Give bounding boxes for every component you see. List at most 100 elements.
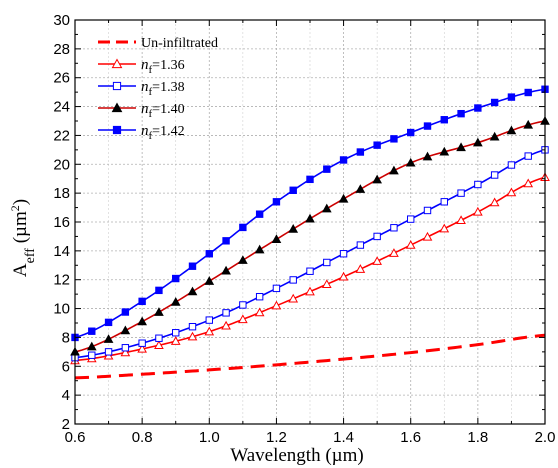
legend-subscript: f (149, 130, 153, 142)
data-point (389, 248, 399, 257)
y-tick-label: 20 (53, 156, 70, 173)
data-point (187, 286, 198, 296)
y-tick-label: 12 (53, 272, 70, 289)
y-tick-label: 8 (62, 329, 70, 346)
y-tick-label: 10 (53, 301, 70, 318)
legend-value: =1.38 (152, 80, 184, 95)
legend-symbol: n (141, 57, 149, 73)
y-axis-title-sub: eff (23, 248, 38, 264)
data-point (137, 316, 147, 326)
data-point (155, 286, 163, 295)
legend-value: =1.36 (152, 58, 184, 73)
data-point (506, 125, 517, 135)
data-point (373, 232, 381, 241)
data-point (507, 93, 516, 101)
data-point (456, 215, 466, 225)
data-point (305, 286, 315, 296)
data-point (523, 178, 534, 188)
data-point (405, 240, 416, 249)
x-tick-label: 1.0 (199, 429, 220, 446)
data-point (289, 276, 297, 284)
data-point (204, 326, 215, 336)
data-point (222, 237, 230, 245)
legend-marker (112, 125, 122, 135)
data-point (88, 327, 96, 335)
data-point (188, 322, 197, 331)
data-point (338, 193, 349, 203)
y-tick-label: 24 (53, 99, 70, 116)
data-point (338, 271, 349, 281)
y-tick-label: 16 (53, 214, 70, 231)
legend-subscript: f (149, 108, 153, 120)
data-point (255, 293, 264, 301)
x-tick-label: 1.4 (333, 429, 354, 446)
data-point (339, 250, 348, 258)
data-point (271, 300, 282, 310)
legend-label: nf=1.38 (141, 79, 185, 98)
data-point (238, 255, 248, 264)
data-point (372, 174, 382, 184)
y-tick-label: 30 (53, 12, 70, 29)
data-point (88, 351, 96, 359)
data-point (407, 128, 415, 137)
y-axis-title: Aeff (µm2) (8, 199, 38, 277)
legend-label: nf=1.42 (141, 123, 185, 142)
data-point (121, 308, 130, 316)
data-point (422, 231, 433, 241)
data-point (205, 250, 213, 258)
data-point (306, 175, 314, 184)
data-point (289, 186, 297, 194)
series-0 (74, 333, 546, 380)
y-tick-label: 4 (62, 387, 70, 404)
data-point (254, 244, 265, 254)
data-point (423, 122, 432, 130)
data-point (239, 223, 247, 232)
legend-label: nf=1.36 (141, 57, 185, 76)
data-point (390, 224, 398, 232)
legend-label: nf=1.40 (141, 101, 185, 120)
data-point (423, 206, 432, 215)
legend-item-2: nf=1.38 (98, 79, 185, 98)
legend-value: =1.40 (152, 102, 184, 117)
x-axis-title: Wavelength (µm) (230, 445, 363, 466)
data-point (255, 210, 264, 218)
legend-symbol: n (141, 123, 149, 139)
data-point (104, 348, 113, 356)
x-tick-label: 0.8 (132, 429, 153, 446)
data-point (372, 256, 382, 265)
data-point (138, 339, 146, 347)
y-tick-label: 22 (53, 127, 70, 144)
data-point (188, 262, 197, 270)
data-point (205, 316, 213, 324)
legend-item-4: nf=1.42 (98, 123, 185, 142)
data-point (103, 334, 114, 343)
y-tick-label: 14 (53, 243, 70, 260)
data-point (323, 258, 331, 267)
data-point (422, 151, 433, 161)
data-point (355, 184, 366, 193)
data-point (239, 301, 247, 309)
y-tick-label: 26 (53, 70, 70, 87)
x-tick-label: 1.6 (400, 429, 421, 446)
y-axis-title-close: ) (10, 199, 31, 205)
data-point (120, 325, 131, 335)
data-point (440, 116, 448, 124)
y-axis-title-units: (µm (10, 211, 31, 248)
data-point (155, 334, 163, 342)
series-3 (70, 115, 550, 356)
y-axis-title-main: A (10, 263, 31, 277)
series-2 (71, 146, 549, 362)
data-point (440, 198, 448, 206)
data-point (390, 135, 398, 143)
data-point (321, 203, 332, 213)
data-point (154, 307, 164, 316)
x-tick-label: 0.6 (65, 429, 86, 446)
legend-label: Un-infiltrated (141, 36, 218, 51)
data-point (288, 223, 299, 233)
data-point (456, 142, 466, 152)
data-point (523, 119, 534, 129)
data-point (154, 340, 164, 349)
data-point (170, 336, 181, 345)
data-point (221, 265, 231, 275)
data-point (439, 146, 450, 156)
